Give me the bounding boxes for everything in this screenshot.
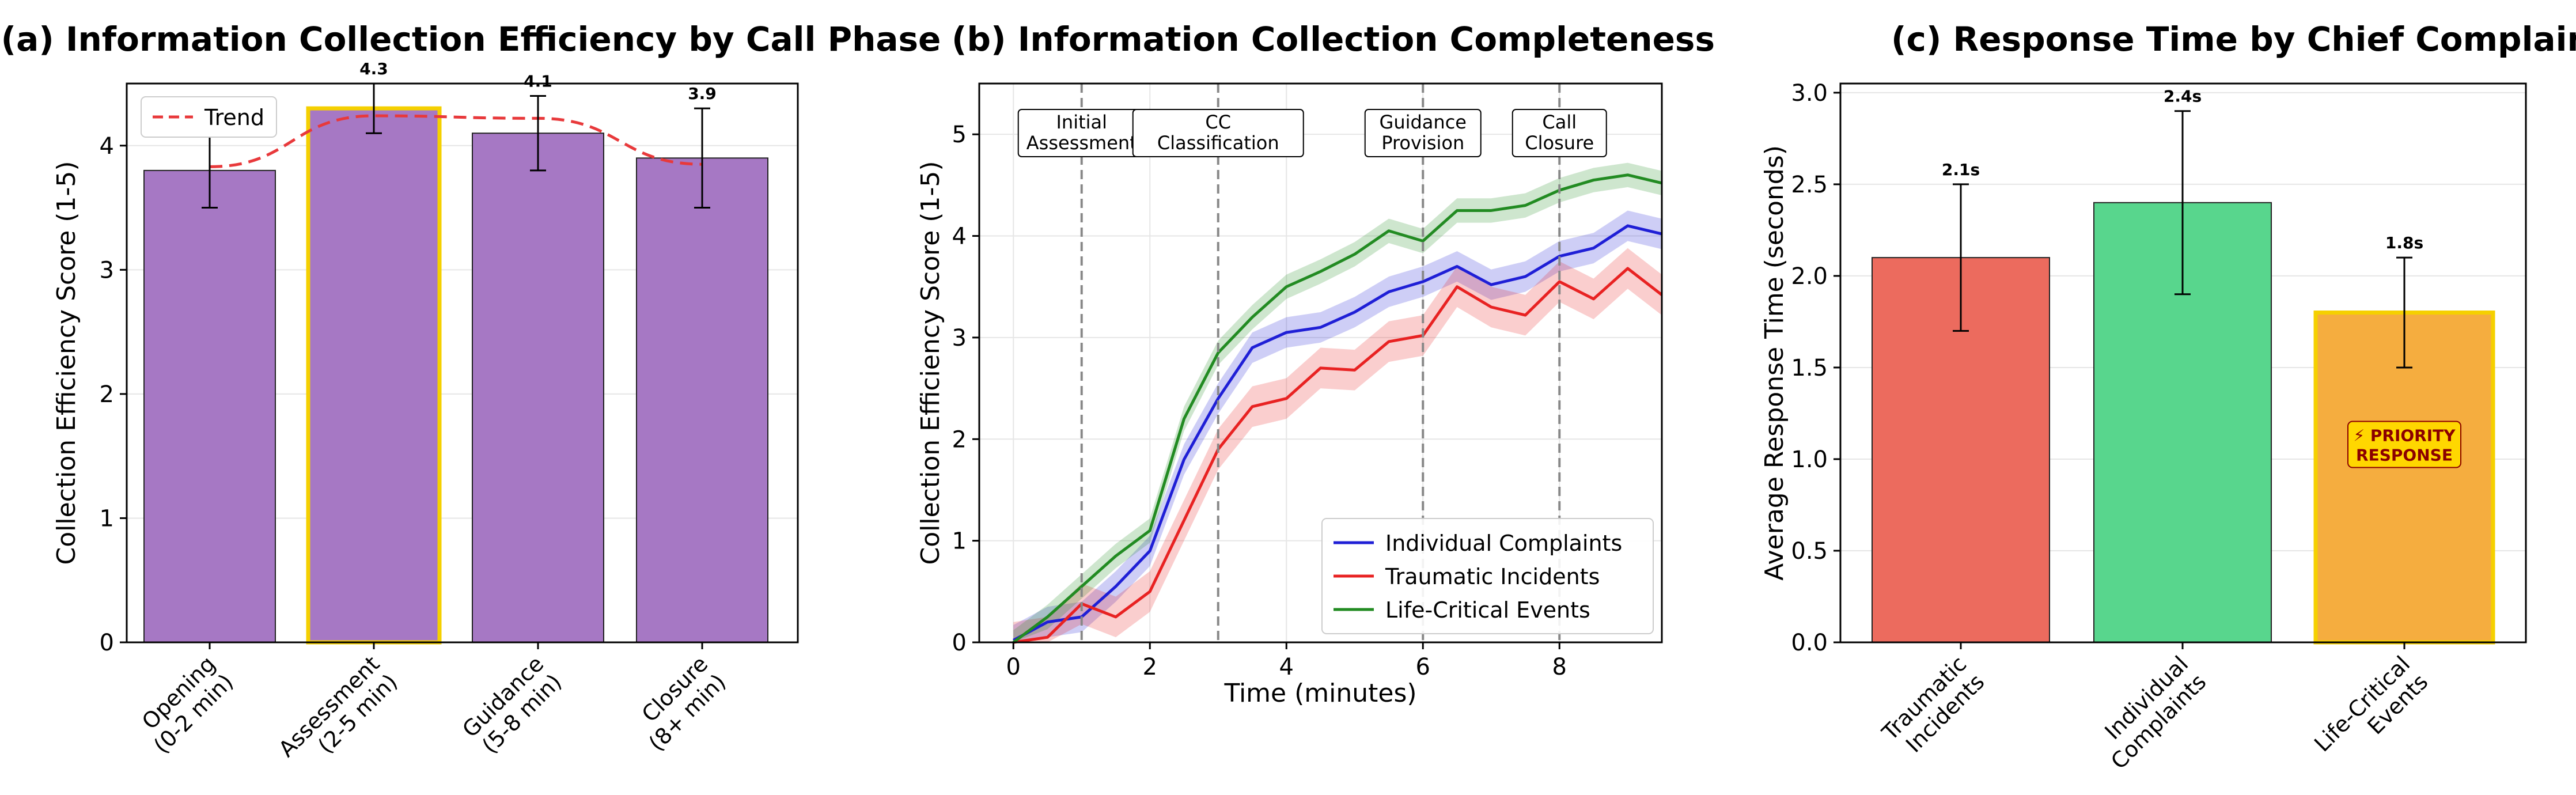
y-tick-label: 2 (100, 381, 114, 408)
chart-title: (c) Response Time by Chief Complaint Typ… (1891, 20, 2576, 59)
y-axis-label: Average Response Time (seconds) (1760, 145, 1789, 581)
phase-label: Classification (1157, 132, 1279, 154)
chart-title: (b) Information Collection Completeness (952, 20, 1715, 59)
y-tick-label: 5 (952, 122, 967, 148)
plot-frame (978, 82, 1663, 643)
trend-line (209, 114, 703, 168)
y-tick-label: 2 (952, 426, 967, 453)
x-tick-label: IndividualComplaints (2088, 651, 2211, 774)
value-label: 2.4s (2164, 87, 2202, 106)
phase-label: Assessment (1026, 132, 1137, 154)
phase-label-box (1132, 109, 1304, 157)
y-tick-label: 0 (100, 630, 114, 656)
legend-label: Individual Complaints (1385, 531, 1622, 556)
series-line (1012, 173, 1662, 644)
x-axis-label: Time (minutes) (1223, 679, 1416, 708)
y-tick-label: 1 (100, 505, 114, 532)
y-axis-label: Collection Efficiency Score (1-5) (52, 161, 81, 565)
value-label: 4.3 (359, 59, 388, 78)
annotation-label: RESPONSE (2356, 446, 2453, 465)
series-line (1013, 267, 1663, 644)
annotation-box (2347, 421, 2461, 468)
value-label: 2.1s (1942, 160, 1980, 179)
x-tick-label: 0 (1006, 654, 1021, 680)
phase-label-box (1364, 109, 1482, 157)
y-tick-label: 0.5 (1791, 538, 1828, 565)
y-tick-label: 4 (100, 133, 114, 160)
phase-label: Guidance (1380, 111, 1467, 133)
legend-box (1321, 518, 1654, 634)
phase-label: Initial (1056, 111, 1107, 133)
phase-label: CC (1205, 111, 1231, 133)
confidence-band (1013, 162, 1662, 643)
value-label: 1.8s (2385, 233, 2423, 252)
y-tick-label: 2.5 (1791, 172, 1828, 198)
legend-box (141, 96, 277, 138)
y-tick-label: 3 (952, 325, 967, 351)
x-tick-label: Assessment(2-5 min) (274, 651, 402, 779)
annotation-label: ⚡ PRIORITY (2353, 426, 2456, 445)
x-tick-label: 6 (1416, 654, 1430, 680)
x-tick-label: Opening(0-2 min) (131, 651, 238, 758)
y-tick-label: 0 (952, 630, 967, 656)
bar (472, 132, 604, 643)
x-tick-label: 2 (1143, 654, 1157, 680)
series-line (1013, 224, 1662, 642)
legend-label: Traumatic Incidents (1385, 564, 1600, 589)
bar (306, 106, 442, 645)
x-tick-label: Closure(8+ min) (626, 651, 730, 756)
x-tick-label: Guidance(5-8 min) (457, 651, 566, 760)
y-tick-label: 2.0 (1791, 263, 1828, 290)
confidence-band (1013, 248, 1662, 642)
value-label: 4.1 (524, 72, 552, 91)
y-tick-label: 4 (952, 224, 967, 250)
phase-label: Provision (1381, 132, 1464, 154)
chart-title: (a) Information Collection Efficiency by… (1, 20, 941, 59)
y-tick-label: 3.0 (1791, 80, 1828, 107)
y-tick-label: 1.0 (1791, 446, 1828, 473)
legend-label: Life-Critical Events (1385, 597, 1590, 623)
value-label: 3.9 (688, 84, 717, 103)
phase-label-box (1511, 109, 1607, 157)
plot-frame (126, 82, 799, 643)
bar (636, 157, 768, 643)
phase-label: Closure (1525, 132, 1594, 154)
x-tick-label: 4 (1279, 654, 1294, 680)
y-tick-label: 0.0 (1791, 630, 1828, 656)
y-tick-label: 1.5 (1791, 355, 1828, 381)
x-tick-label: Life-CriticalEvents (2309, 651, 2433, 774)
y-axis-label: Collection Efficiency Score (1-5) (916, 161, 945, 565)
y-tick-label: 1 (952, 528, 967, 555)
bar (143, 169, 276, 643)
y-tick-label: 3 (100, 257, 114, 283)
phase-label: Call (1542, 111, 1577, 133)
confidence-band (1013, 210, 1662, 642)
x-tick-label: 8 (1552, 654, 1567, 680)
legend-label: Trend (204, 105, 264, 130)
x-tick-label: TraumaticIncidents (1877, 651, 1989, 763)
